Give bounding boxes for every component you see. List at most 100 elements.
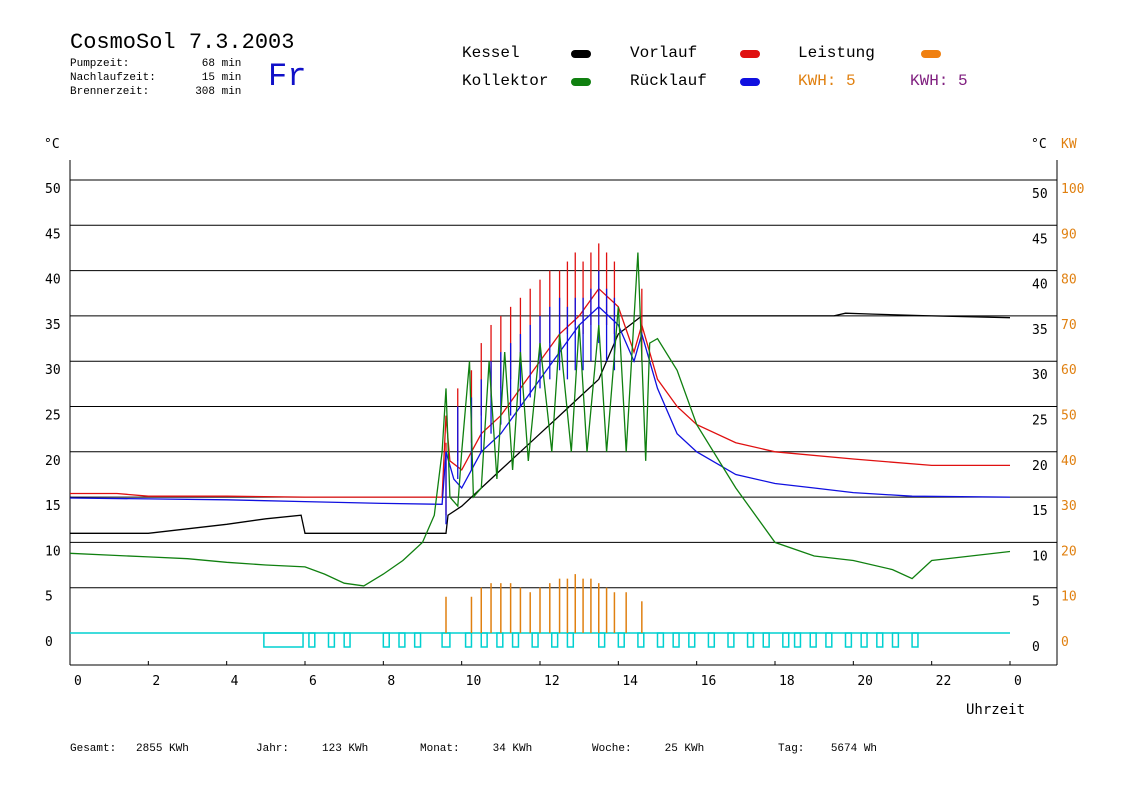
- power-tick-label: 10: [1061, 590, 1077, 605]
- pump-pulse: [464, 632, 473, 648]
- footer-day: Tag: 5674 Wh: [778, 743, 877, 755]
- y-tick-label-right: 40: [1032, 278, 1048, 293]
- y-tick-label-right: 5: [1032, 595, 1040, 610]
- x-tick-label: 20: [857, 674, 873, 689]
- legend-swatch-ruecklauf: [740, 78, 760, 86]
- pump-pulse: [308, 632, 316, 648]
- footer-total: Gesamt: 2855 KWh: [70, 743, 189, 755]
- pump-pulse: [617, 632, 625, 648]
- pump-pulse: [782, 632, 790, 648]
- power-tick-label: 80: [1061, 273, 1077, 288]
- page-title: CosmoSol 7.3.2003: [70, 30, 295, 55]
- stat-value: 308: [195, 86, 215, 98]
- pump-pulse: [551, 632, 559, 648]
- power-axis-unit: KW: [1061, 137, 1077, 152]
- pump-pulse: [531, 632, 539, 648]
- legend-swatch-kollektor: [571, 78, 591, 86]
- power-tick-label: 50: [1061, 409, 1077, 424]
- y-tick-label-right: 45: [1032, 232, 1048, 247]
- series-line-rcklauf: [69, 305, 1011, 505]
- kwh-purple-label: KWH: 5: [910, 72, 968, 90]
- footer-week: Woche: 25 KWh: [592, 743, 704, 755]
- pump-time-stat: Pumpzeit: 68 min: [70, 58, 241, 70]
- x-tick-label: 16: [701, 674, 717, 689]
- x-tick-label: 18: [779, 674, 795, 689]
- legend-label-kessel: Kessel: [462, 44, 520, 62]
- pump-pulse: [398, 632, 406, 648]
- pump-pulse: [746, 632, 755, 648]
- pump-pulse: [496, 632, 504, 648]
- legend-swatch-leistung: [921, 50, 941, 58]
- stat-value: 15: [201, 72, 215, 84]
- y-tick-label: 25: [45, 409, 61, 424]
- pump-pulse: [637, 632, 645, 648]
- y-tick-label: 20: [45, 454, 61, 469]
- y-tick-label-right: 15: [1032, 504, 1048, 519]
- x-tick-label: 12: [544, 674, 560, 689]
- legend-swatch-kessel: [571, 50, 591, 58]
- x-tick-label: 6: [309, 674, 317, 689]
- footer-label: Woche:: [592, 743, 632, 755]
- footer-value: 5674 Wh: [830, 743, 878, 755]
- pump-pulse: [727, 632, 735, 648]
- footer-value: 2855 KWh: [136, 743, 189, 755]
- stat-unit: min: [221, 86, 242, 98]
- pump-pulse: [762, 632, 770, 648]
- y-tick-label-right: 10: [1032, 549, 1048, 564]
- x-tick-label: 22: [936, 674, 952, 689]
- x-axis-label: Uhrzeit: [966, 702, 1025, 718]
- footer-value: 123 KWh: [322, 743, 369, 755]
- pump-pulse: [263, 632, 304, 648]
- y-tick-label: 40: [45, 273, 61, 288]
- x-tick-label: 2: [152, 674, 160, 689]
- stat-label: Nachlaufzeit:: [70, 72, 156, 84]
- y-axis-unit: °C: [44, 137, 60, 152]
- legend-swatch-vorlauf: [740, 50, 760, 58]
- pump-pulse: [809, 632, 817, 648]
- y-tick-label: 5: [45, 590, 53, 605]
- power-tick-label: 90: [1061, 227, 1077, 242]
- footer-value: 34 KWh: [492, 743, 533, 755]
- y-tick-label: 0: [45, 635, 53, 650]
- burner-time-stat: Brennerzeit: 308 min: [70, 86, 241, 98]
- stat-value: 68: [201, 58, 215, 70]
- pump-pulse: [598, 632, 606, 648]
- y-tick-label: 30: [45, 363, 61, 378]
- y-tick-label-right: 30: [1032, 368, 1048, 383]
- pump-pulse: [793, 632, 802, 648]
- x-tick-label: 0: [74, 674, 82, 689]
- x-tick-label: 14: [622, 674, 638, 689]
- power-tick-label: 40: [1061, 454, 1077, 469]
- power-tick-label: 0: [1061, 635, 1069, 650]
- pump-pulse: [672, 632, 680, 648]
- pump-pulse: [441, 632, 451, 648]
- power-tick-label: 60: [1061, 363, 1077, 378]
- y-tick-label-right: 0: [1032, 640, 1040, 655]
- footer-label: Gesamt:: [70, 743, 117, 755]
- pump-pulse: [480, 632, 488, 648]
- y-tick-label-right: 20: [1032, 459, 1048, 474]
- power-tick-label: 70: [1061, 318, 1077, 333]
- legend-label-leistung: Leistung: [798, 44, 875, 62]
- pump-pulse: [825, 632, 833, 648]
- power-tick-label: 20: [1061, 544, 1077, 559]
- pump-pulse: [327, 632, 336, 648]
- pump-pulse: [511, 632, 520, 648]
- stat-unit: min: [221, 58, 242, 70]
- legend-label-kollektor: Kollektor: [462, 72, 549, 90]
- pump-pulse: [891, 632, 900, 648]
- legend-label-ruecklauf: Rücklauf: [630, 72, 707, 90]
- y-tick-label-right: 25: [1032, 414, 1048, 429]
- y-axis-unit-right: °C: [1031, 137, 1047, 152]
- weekday-label: Fr: [268, 58, 307, 95]
- y-tick-label: 45: [45, 227, 61, 242]
- pump-pulse: [707, 632, 716, 648]
- pump-pulse: [688, 632, 696, 648]
- footer-label: Jahr:: [256, 743, 290, 755]
- legend-label-vorlauf: Vorlauf: [630, 44, 698, 62]
- pump-pulse: [876, 632, 884, 648]
- pump-pulse: [343, 632, 351, 648]
- pump-pulse: [844, 632, 853, 648]
- x-tick-label: 4: [231, 674, 239, 689]
